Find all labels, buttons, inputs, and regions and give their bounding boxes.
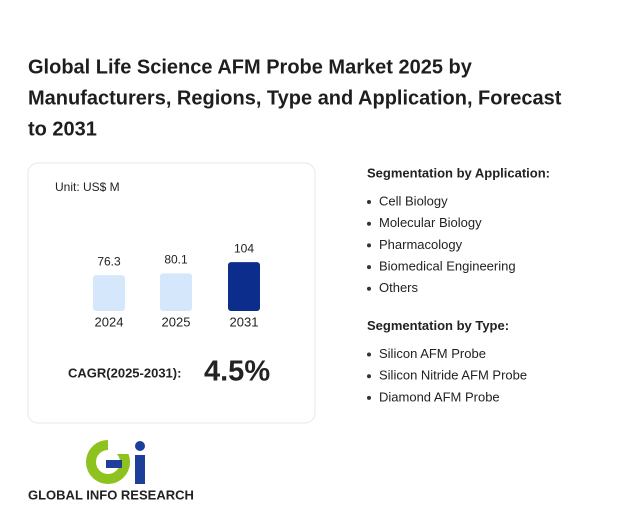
bullet [367,352,371,357]
category-label: 2025 [162,314,191,329]
bullet [367,395,371,400]
cagr-value: 4.5% [204,356,270,388]
title-line: Global Life Science AFM Probe Market 202… [28,56,473,78]
segment-item: Cell Biology [379,193,448,208]
value-label: 80.1 [164,253,188,267]
title-line: Manufacturers, Regions, Type and Applica… [28,87,562,109]
segment-item: Biomedical Engineering [379,259,516,274]
bullet [367,221,371,226]
value-label: 104 [234,241,254,255]
segment-item: Diamond AFM Probe [379,389,500,404]
logo-graphic [86,440,145,484]
title-line: to 2031 [28,118,97,140]
bar [93,275,125,311]
category-label: 2024 [95,314,124,329]
segment-item: Molecular Biology [379,215,482,230]
logo-text: GLOBAL INFO RESEARCH [28,487,194,502]
bar [160,273,192,311]
unit-label: Unit: US$ M [55,180,120,194]
segment-item: Pharmacology [379,237,463,252]
category-label: 2031 [230,314,259,329]
bullet [367,374,371,379]
segment-item: Silicon Nitride AFM Probe [379,368,527,383]
bullet [367,265,371,270]
bullet [367,200,371,204]
segment-heading: Segmentation by Type: [367,318,509,333]
bullet [367,286,371,291]
bar [228,262,260,311]
segment-item: Silicon AFM Probe [379,346,486,361]
value-label: 76.3 [97,254,121,268]
bullet [367,243,371,248]
segment-item: Others [379,280,419,295]
segment-heading: Segmentation by Application: [367,165,550,180]
cagr-label: CAGR(2025-2031): [68,365,181,380]
